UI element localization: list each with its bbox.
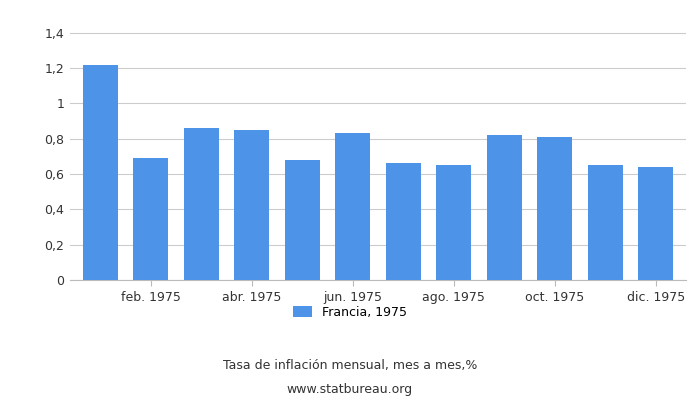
Bar [436,165,471,280]
Bar [386,164,421,280]
Bar [183,128,219,280]
Text: Tasa de inflación mensual, mes a mes,%: Tasa de inflación mensual, mes a mes,% [223,360,477,372]
Text: www.statbureau.org: www.statbureau.org [287,384,413,396]
Bar [587,165,623,280]
Bar [83,65,118,280]
Bar [234,130,270,280]
Bar [486,135,522,280]
Legend: Francia, 1975: Francia, 1975 [288,301,412,324]
Bar [133,158,169,280]
Bar [537,137,573,280]
Bar [335,134,370,280]
Bar [638,167,673,280]
Bar [285,160,320,280]
